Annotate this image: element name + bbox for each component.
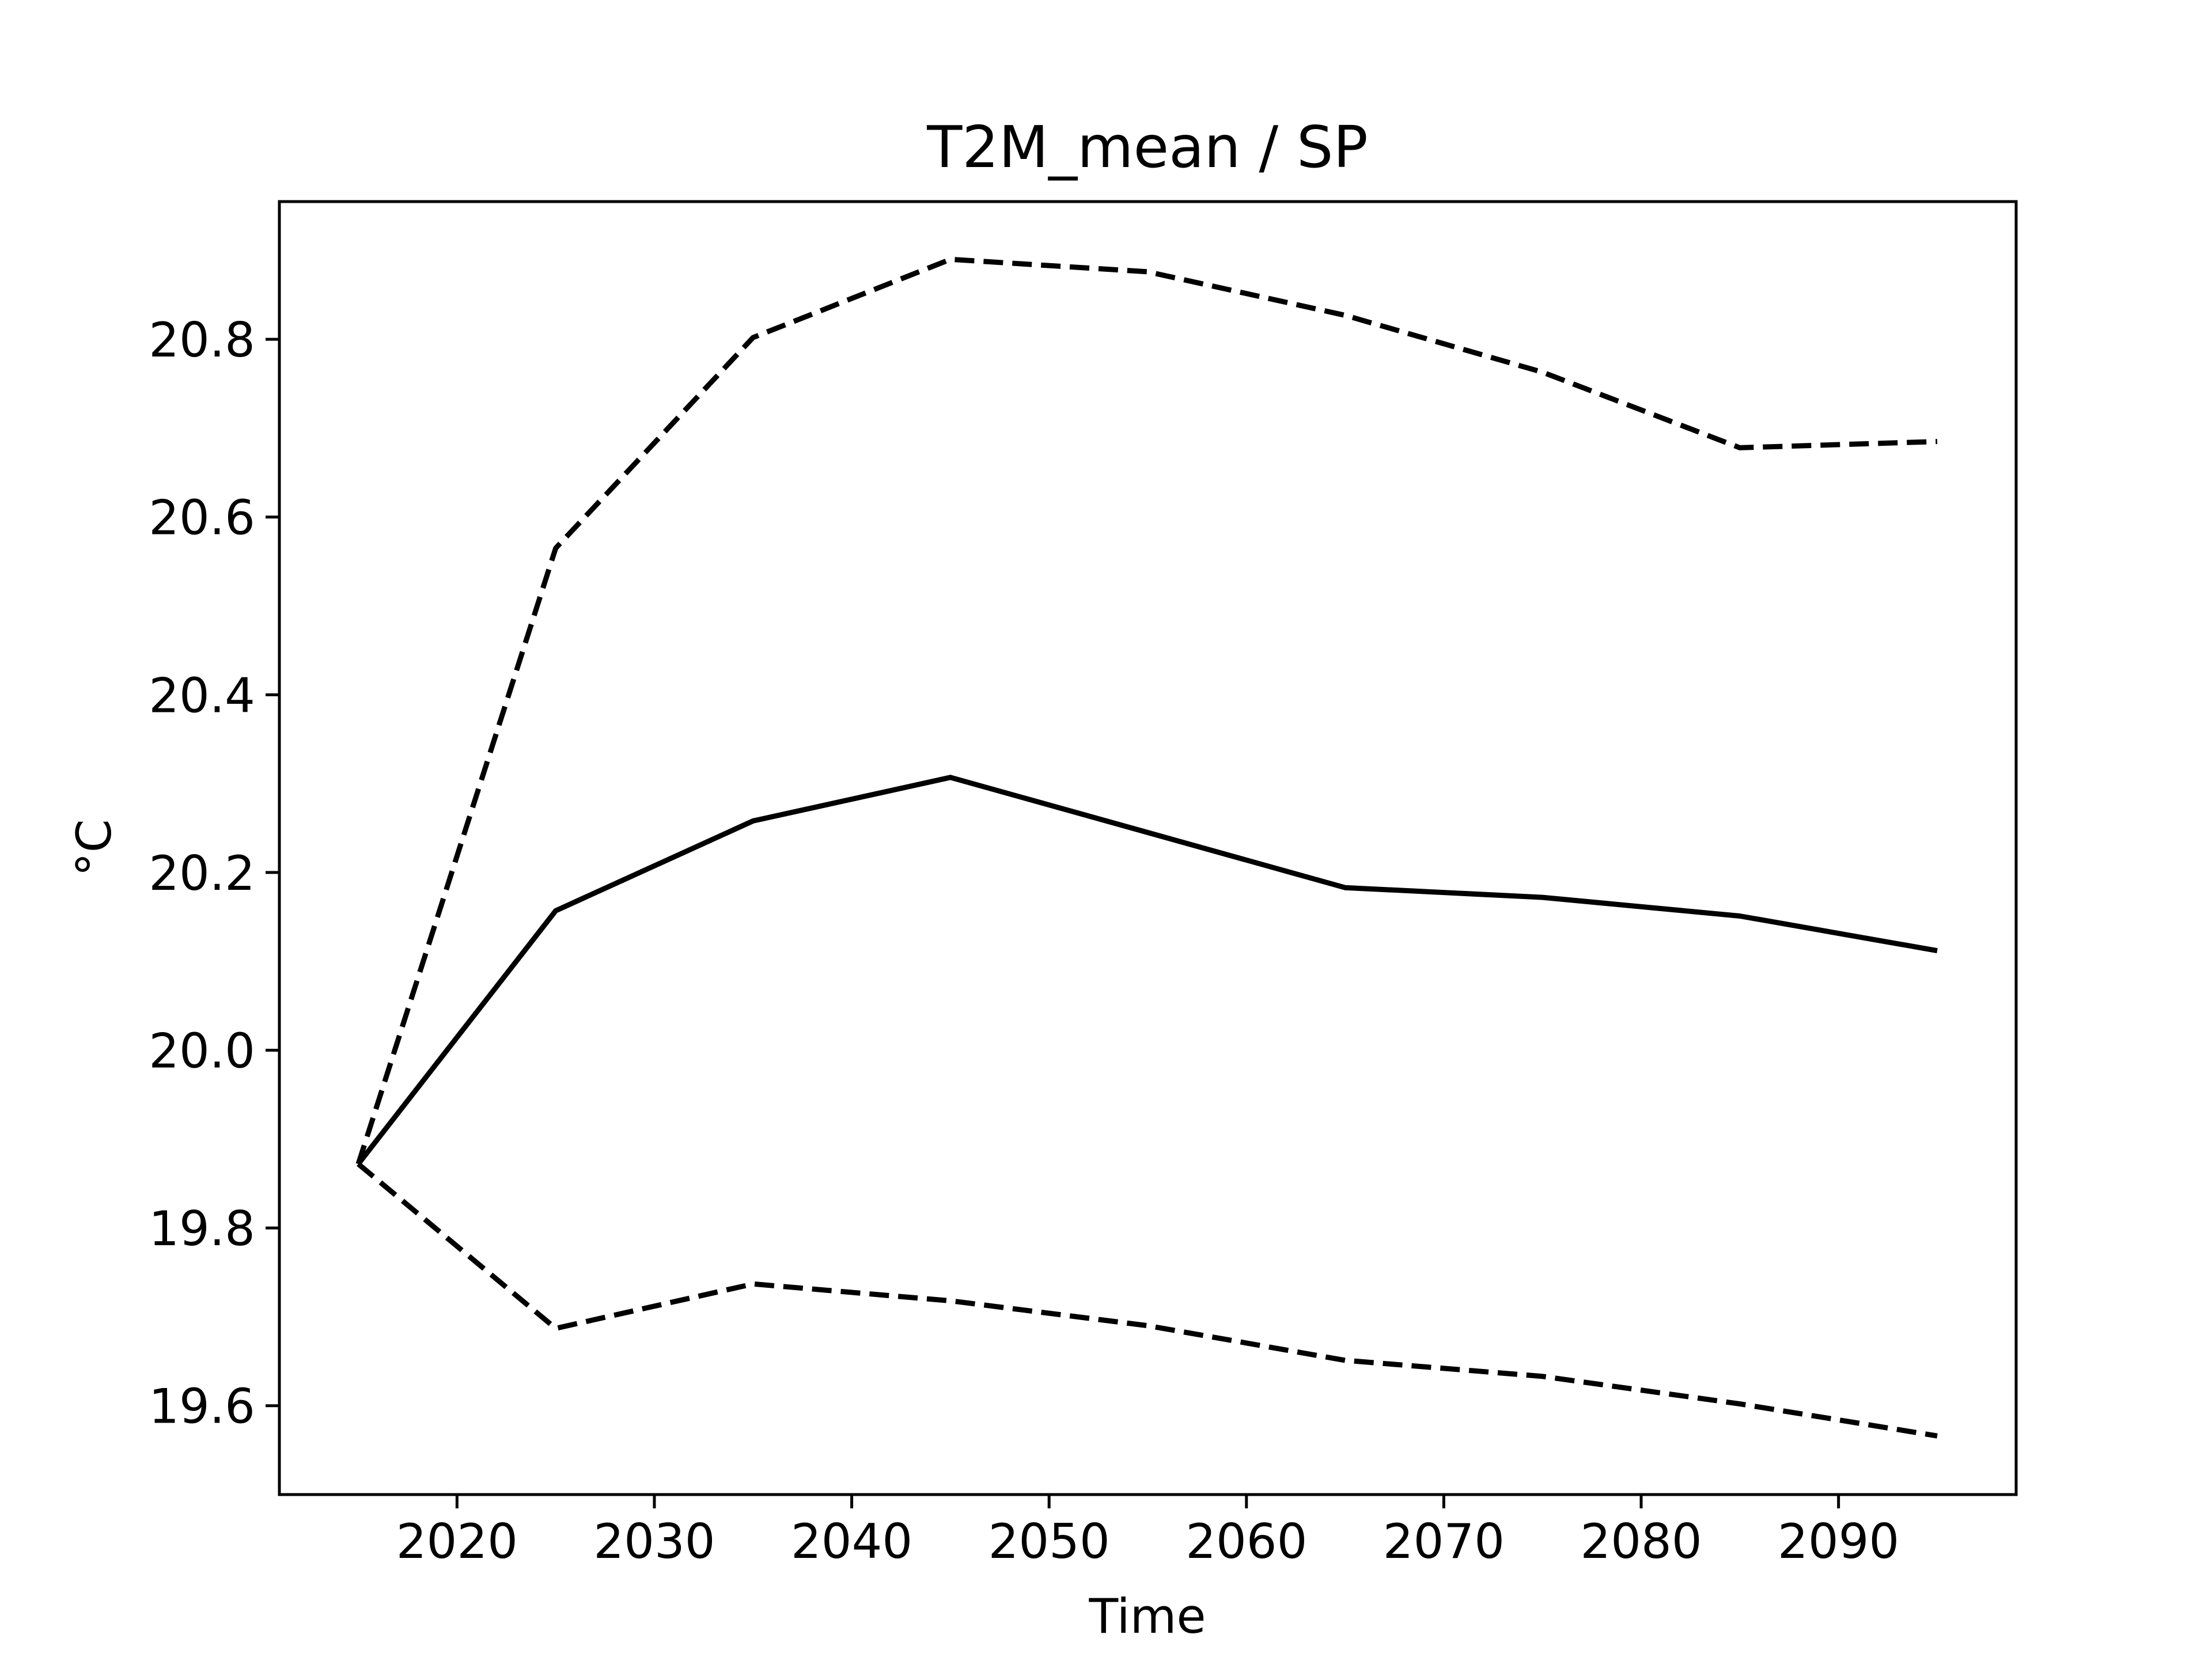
y-axis-ticks: 19.6 19.8 20.0 20.2 20.4 20.6 20.8 <box>149 312 279 1435</box>
series-line-0 <box>356 775 1938 1166</box>
x-axis-ticks: 2020 2030 2040 2050 2060 2070 2080 2090 <box>396 1495 1899 1569</box>
x-tick-label: 2080 <box>1580 1514 1702 1569</box>
chart-title: T2M_mean / SP <box>926 113 1368 181</box>
series-layer <box>355 256 1938 1439</box>
x-tick-label: 2090 <box>1778 1514 1899 1569</box>
y-tick-label: 20.2 <box>149 845 255 901</box>
y-tick-label: 19.6 <box>149 1379 255 1435</box>
x-tick-label: 2040 <box>791 1514 912 1569</box>
y-tick-label: 20.8 <box>149 312 255 368</box>
series-line-2 <box>357 1162 1938 1439</box>
plot-frame <box>278 200 2018 1496</box>
y-tick-label: 20.4 <box>149 668 255 723</box>
y-tick-label: 19.8 <box>149 1201 255 1257</box>
x-axis-label: Time <box>1088 1588 1206 1644</box>
y-tick-label: 20.6 <box>149 490 255 546</box>
x-tick-label: 2030 <box>593 1514 715 1569</box>
x-tick-label: 2070 <box>1383 1514 1505 1569</box>
x-tick-label: 2020 <box>396 1514 518 1569</box>
y-axis-label: °C <box>66 819 122 876</box>
x-tick-label: 2050 <box>988 1514 1110 1569</box>
y-tick-label: 20.0 <box>149 1023 255 1079</box>
x-tick-label: 2060 <box>1185 1514 1307 1569</box>
series-line-1 <box>355 256 1938 1165</box>
